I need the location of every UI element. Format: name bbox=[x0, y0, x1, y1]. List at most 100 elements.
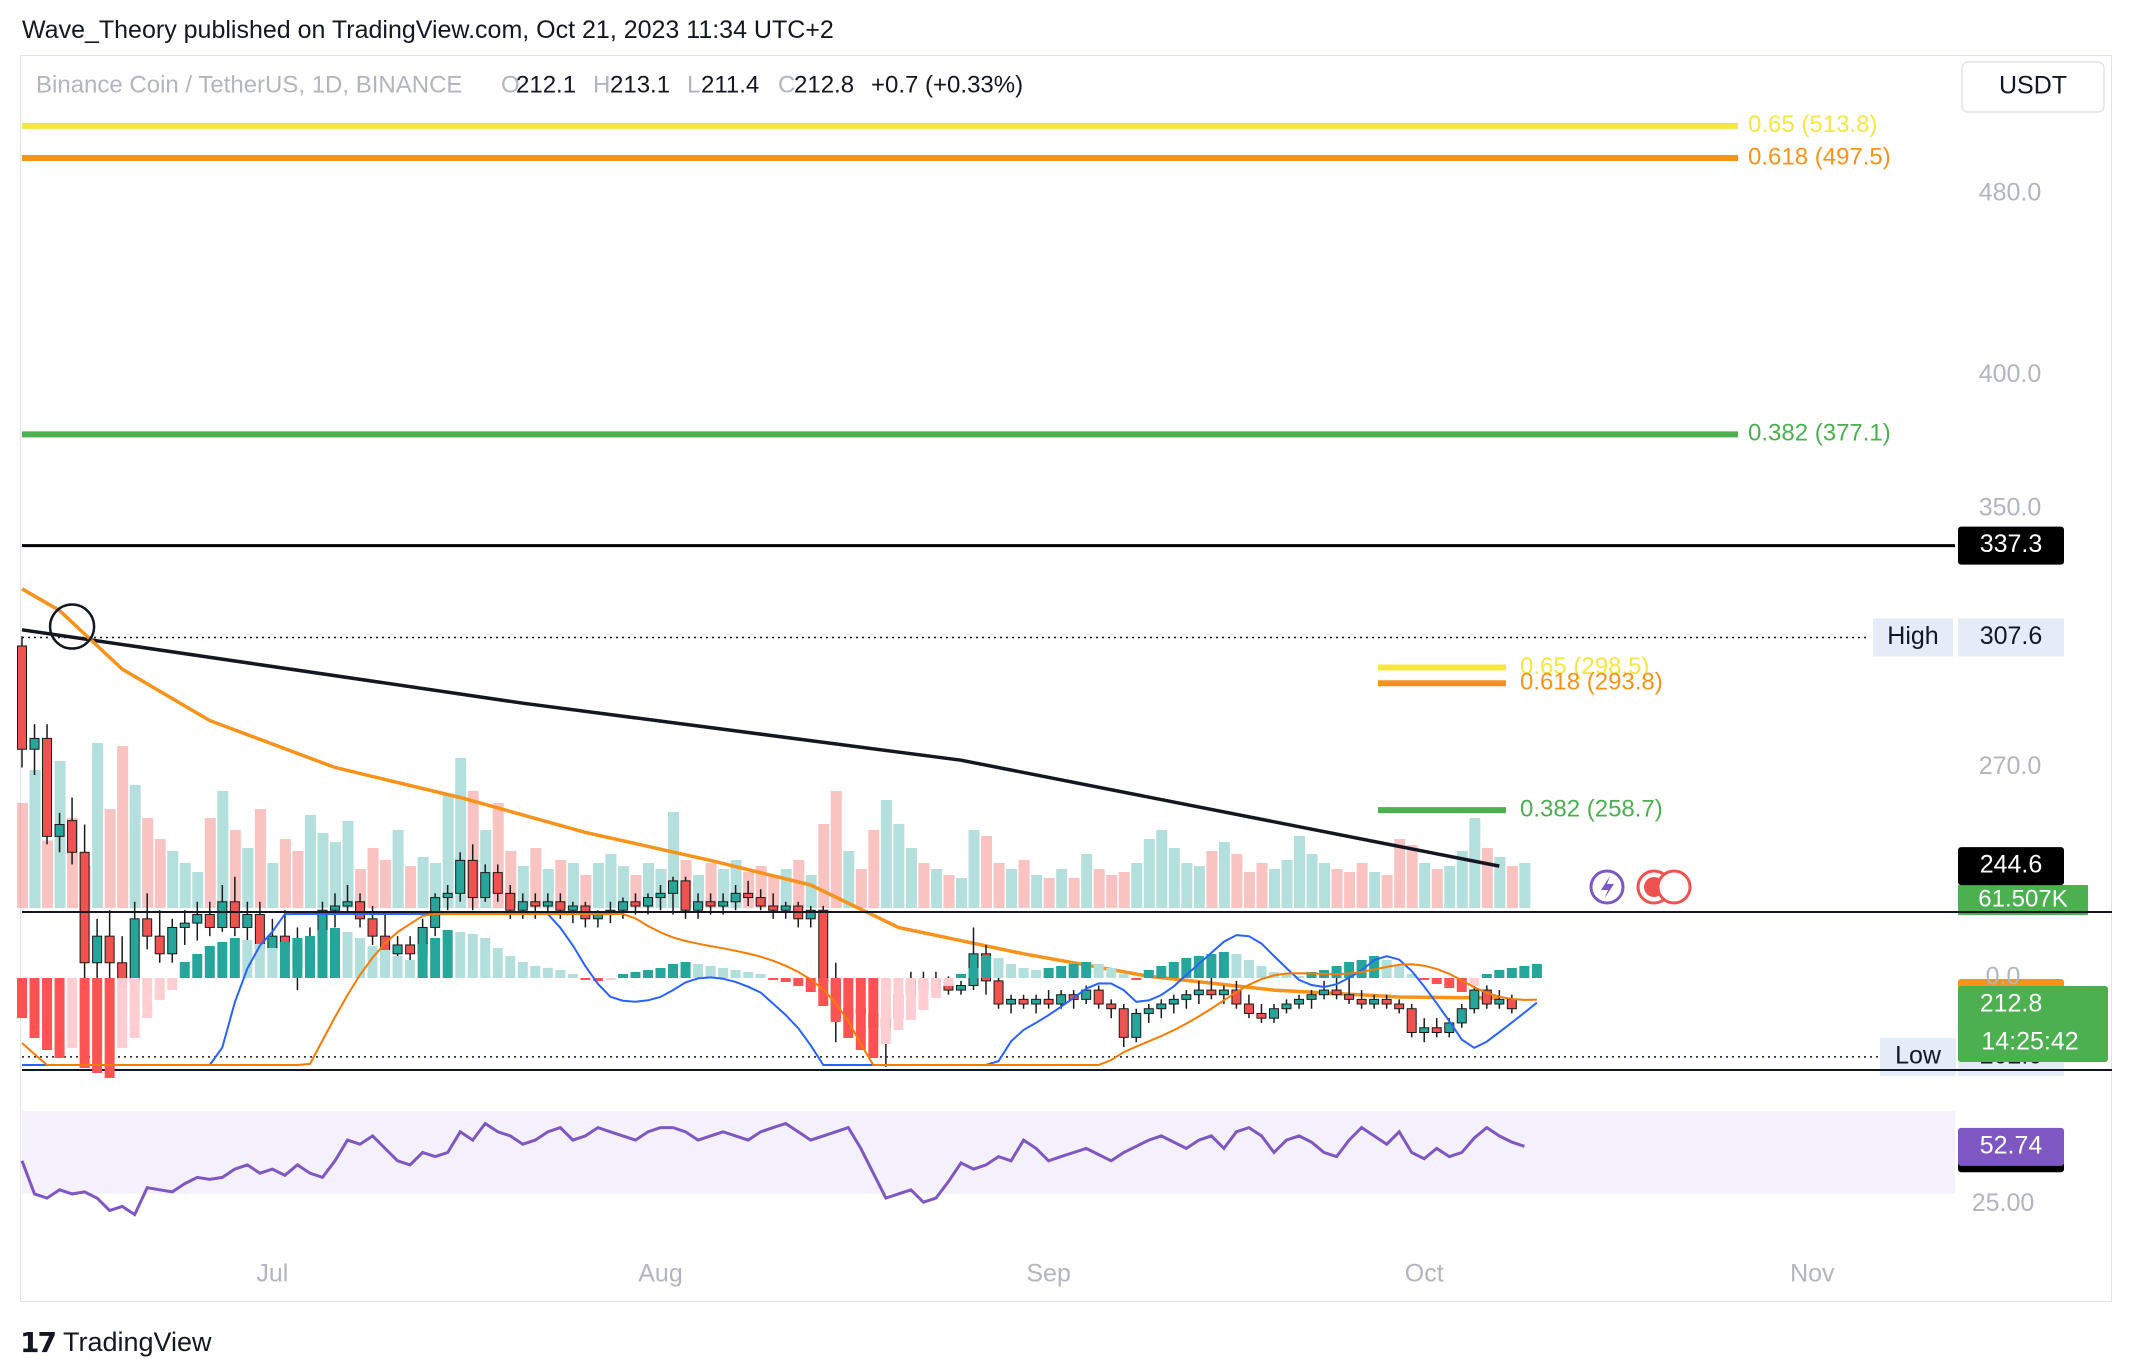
candle-body[interactable] bbox=[1319, 989, 1330, 996]
candle-body[interactable] bbox=[718, 901, 729, 907]
candle-body[interactable] bbox=[555, 901, 566, 911]
candle-body[interactable] bbox=[642, 897, 653, 907]
candle-body[interactable] bbox=[17, 645, 27, 750]
candle-body[interactable] bbox=[79, 851, 90, 964]
currency-button[interactable] bbox=[1961, 61, 2105, 113]
candle-body[interactable] bbox=[1431, 1027, 1442, 1034]
candle-body[interactable] bbox=[355, 901, 366, 920]
candle-body[interactable] bbox=[154, 935, 165, 955]
candle-body[interactable] bbox=[542, 901, 553, 907]
candle-body[interactable] bbox=[267, 935, 278, 950]
candle-body[interactable] bbox=[167, 926, 178, 955]
candle-body[interactable] bbox=[467, 859, 478, 899]
candle-body[interactable] bbox=[1043, 998, 1054, 1005]
candle-body[interactable] bbox=[1419, 1027, 1430, 1034]
candle-body[interactable] bbox=[1143, 1008, 1154, 1014]
candle-body[interactable] bbox=[405, 944, 416, 955]
candle-body[interactable] bbox=[442, 892, 453, 899]
candle-body[interactable] bbox=[1168, 998, 1179, 1005]
candle-body[interactable] bbox=[1406, 1008, 1417, 1034]
candle-body[interactable] bbox=[805, 909, 816, 920]
candle-body[interactable] bbox=[630, 901, 641, 907]
candle-body[interactable] bbox=[1506, 998, 1517, 1010]
candle-body[interactable] bbox=[455, 859, 466, 894]
candle-body[interactable] bbox=[1356, 998, 1367, 1005]
candle-body[interactable] bbox=[142, 918, 153, 937]
candle-body[interactable] bbox=[1156, 1003, 1167, 1010]
candle-body[interactable] bbox=[42, 737, 53, 837]
candle-body[interactable] bbox=[1118, 1008, 1129, 1038]
candle-body[interactable] bbox=[567, 905, 578, 911]
candle-body[interactable] bbox=[1456, 1008, 1467, 1024]
candle-body[interactable] bbox=[592, 914, 603, 920]
candle-body[interactable] bbox=[1294, 998, 1305, 1005]
candle-body[interactable] bbox=[1006, 998, 1017, 1005]
candle-body[interactable] bbox=[743, 892, 754, 899]
candle-body[interactable] bbox=[668, 880, 679, 894]
candle-body[interactable] bbox=[730, 892, 741, 903]
volume-bar bbox=[1018, 860, 1030, 908]
candle-body[interactable] bbox=[505, 892, 516, 911]
candle-body[interactable] bbox=[29, 737, 40, 750]
candle-body[interactable] bbox=[329, 905, 340, 911]
candle-body[interactable] bbox=[655, 892, 666, 899]
candle-body[interactable] bbox=[530, 901, 541, 907]
candle-body[interactable] bbox=[242, 914, 253, 928]
candle-body[interactable] bbox=[1381, 998, 1392, 1005]
candle-body[interactable] bbox=[492, 872, 503, 894]
candle-body[interactable] bbox=[1369, 998, 1380, 1005]
candle-body[interactable] bbox=[342, 901, 353, 907]
candle-body[interactable] bbox=[367, 918, 378, 937]
candle-body[interactable] bbox=[54, 824, 65, 837]
candle-body[interactable] bbox=[1243, 1003, 1254, 1014]
candle-body[interactable] bbox=[1394, 1003, 1405, 1010]
tradingview-brand[interactable]: TradingView bbox=[62, 1326, 212, 1357]
candle-body[interactable] bbox=[1081, 989, 1092, 1000]
candle-body[interactable] bbox=[768, 905, 779, 911]
candle-body[interactable] bbox=[1206, 989, 1217, 996]
candle-body[interactable] bbox=[705, 901, 716, 907]
candle-body[interactable] bbox=[129, 918, 140, 982]
candle-body[interactable] bbox=[1494, 998, 1505, 1005]
candle-body[interactable] bbox=[1281, 1003, 1292, 1010]
candle-body[interactable] bbox=[1193, 989, 1204, 996]
candle-body[interactable] bbox=[1018, 998, 1029, 1005]
candle-body[interactable] bbox=[993, 980, 1004, 1005]
candle-body[interactable] bbox=[617, 901, 628, 911]
candle-body[interactable] bbox=[1131, 1012, 1142, 1038]
candle-body[interactable] bbox=[217, 901, 228, 928]
candle-body[interactable] bbox=[480, 872, 491, 899]
candle-body[interactable] bbox=[1093, 989, 1104, 1005]
candle-body[interactable] bbox=[1218, 989, 1229, 996]
candle-body[interactable] bbox=[229, 901, 240, 928]
candle-body[interactable] bbox=[192, 914, 203, 924]
candle-body[interactable] bbox=[1469, 989, 1480, 1010]
candle-body[interactable] bbox=[179, 922, 190, 928]
candle-body[interactable] bbox=[1344, 994, 1355, 1000]
candle-body[interactable] bbox=[92, 935, 103, 964]
candle-body[interactable] bbox=[693, 901, 704, 911]
currency-button-label[interactable]: USDT bbox=[1999, 72, 2067, 100]
candle-body[interactable] bbox=[1306, 994, 1317, 1000]
candle-body[interactable] bbox=[1031, 998, 1042, 1005]
candle-body[interactable] bbox=[1056, 994, 1067, 1005]
candle-body[interactable] bbox=[1256, 1012, 1267, 1019]
candle-body[interactable] bbox=[680, 880, 691, 911]
candle-body[interactable] bbox=[780, 905, 791, 911]
candle-body[interactable] bbox=[1481, 989, 1492, 1005]
candle-body[interactable] bbox=[955, 984, 966, 991]
candle-body[interactable] bbox=[1181, 994, 1192, 1000]
candle-body[interactable] bbox=[392, 944, 403, 955]
candle-body[interactable] bbox=[104, 935, 115, 964]
candle-body[interactable] bbox=[755, 897, 766, 907]
candle-body[interactable] bbox=[1331, 989, 1342, 996]
candle-body[interactable] bbox=[1268, 1008, 1279, 1019]
candle-body[interactable] bbox=[517, 901, 528, 911]
us-flag-icon[interactable] bbox=[1656, 869, 1692, 905]
candle-body[interactable] bbox=[204, 914, 215, 928]
candle-body[interactable] bbox=[818, 909, 829, 982]
candle-body[interactable] bbox=[1231, 989, 1242, 1005]
candle-body[interactable] bbox=[1106, 1003, 1117, 1010]
candle-body[interactable] bbox=[67, 820, 78, 853]
